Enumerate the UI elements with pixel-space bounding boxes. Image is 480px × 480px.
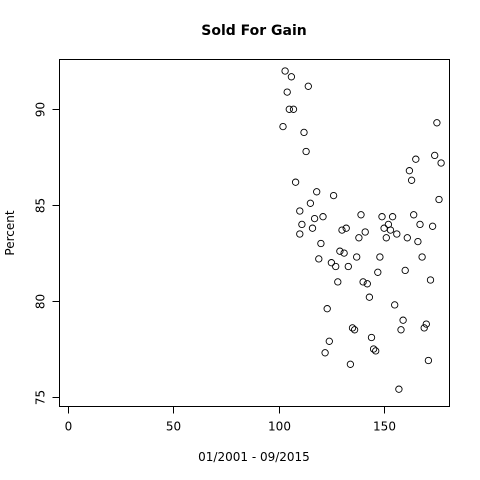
data-point xyxy=(428,222,437,230)
data-point xyxy=(393,230,401,238)
data-point xyxy=(437,159,445,167)
y-tick-label: 80 xyxy=(34,294,48,309)
data-point xyxy=(353,253,361,261)
data-point xyxy=(388,213,397,221)
data-point xyxy=(357,211,365,219)
data-point xyxy=(359,278,367,286)
data-point xyxy=(285,105,293,113)
x-axis-label: 01/2001 - 09/2015 xyxy=(198,450,310,464)
data-point xyxy=(416,220,424,229)
data-point xyxy=(418,253,426,261)
y-tick-label: 90 xyxy=(34,102,48,117)
data-point xyxy=(315,255,323,263)
data-point xyxy=(350,326,359,334)
x-tick-label: 50 xyxy=(166,420,181,434)
x-tick-label: 100 xyxy=(268,420,291,434)
y-tick-label: 85 xyxy=(34,198,48,213)
y-tick-label: 75 xyxy=(34,390,48,405)
data-point xyxy=(412,155,420,163)
data-point xyxy=(407,176,416,184)
data-point xyxy=(403,234,411,242)
data-point xyxy=(391,301,399,309)
data-point xyxy=(321,349,329,357)
data-point xyxy=(374,268,382,276)
data-point xyxy=(424,356,433,365)
data-point xyxy=(420,324,428,332)
data-point xyxy=(329,191,338,200)
chart-title: Sold For Gain xyxy=(201,23,307,39)
data-point xyxy=(380,224,388,232)
x-tick-label: 150 xyxy=(373,420,396,434)
data-point xyxy=(317,239,325,248)
data-point xyxy=(310,214,319,223)
data-point xyxy=(344,262,352,271)
plot-frame xyxy=(59,59,450,407)
data-point xyxy=(372,347,380,355)
data-point xyxy=(431,151,439,160)
x-axis: 0 50 100 150 xyxy=(65,406,396,434)
data-point xyxy=(401,266,409,275)
data-points xyxy=(279,67,445,393)
data-point xyxy=(327,259,336,267)
data-point xyxy=(342,224,350,232)
data-point xyxy=(296,207,304,215)
data-point xyxy=(289,105,298,113)
data-point xyxy=(323,305,331,313)
data-point xyxy=(363,280,371,288)
data-point xyxy=(334,278,342,286)
data-point xyxy=(435,195,443,204)
data-point xyxy=(296,230,304,238)
data-point xyxy=(332,262,340,271)
data-point xyxy=(283,88,291,96)
data-point xyxy=(395,385,403,393)
data-point xyxy=(319,213,327,221)
data-point xyxy=(369,345,378,353)
data-point xyxy=(386,226,395,234)
data-point xyxy=(367,333,376,342)
data-point xyxy=(291,178,300,186)
data-point xyxy=(365,293,374,301)
data-point xyxy=(336,247,344,255)
x-tick-label: 0 xyxy=(65,420,73,434)
data-point xyxy=(410,211,418,219)
data-point xyxy=(287,73,296,81)
y-axis-label: Percent xyxy=(3,210,17,255)
data-point xyxy=(338,226,346,234)
data-point xyxy=(378,213,386,221)
data-point xyxy=(325,337,333,345)
data-point xyxy=(279,122,287,131)
data-point xyxy=(399,316,407,324)
data-point xyxy=(355,234,363,242)
data-point xyxy=(302,147,310,156)
data-point xyxy=(433,119,441,127)
data-point xyxy=(313,188,321,196)
data-point xyxy=(361,228,369,236)
data-point xyxy=(426,276,435,284)
data-point xyxy=(304,82,312,90)
data-point xyxy=(340,249,348,257)
data-point xyxy=(281,67,289,75)
data-point xyxy=(300,128,308,137)
y-axis: 75 80 85 90 xyxy=(34,102,60,405)
data-point xyxy=(376,253,384,261)
data-point xyxy=(414,237,422,246)
data-point xyxy=(348,324,357,332)
data-point xyxy=(382,234,390,242)
data-point xyxy=(308,224,317,232)
data-point xyxy=(422,320,430,328)
data-point xyxy=(346,360,355,368)
data-point xyxy=(306,199,315,207)
data-point xyxy=(298,220,306,229)
data-point xyxy=(405,167,414,175)
data-point xyxy=(397,326,405,334)
